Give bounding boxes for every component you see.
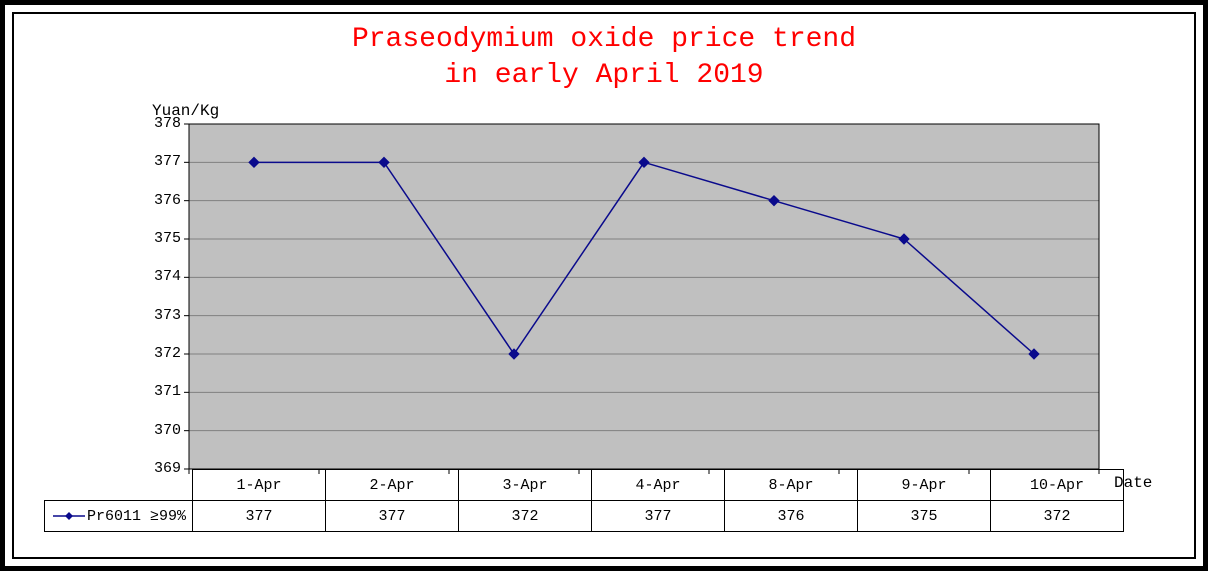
chart-inner-frame: Praseodymium oxide price trend in early … (12, 12, 1196, 559)
table-corner-blank (45, 470, 193, 501)
chart-title-line2: in early April 2019 (444, 60, 763, 91)
data-cell: 376 (725, 501, 858, 532)
category-header: 8-Apr (725, 470, 858, 501)
y-tick-label: 371 (131, 383, 181, 400)
category-header: 3-Apr (459, 470, 592, 501)
data-cell: 372 (459, 501, 592, 532)
chart-title: Praseodymium oxide price trend in early … (14, 22, 1194, 95)
y-tick-label: 373 (131, 307, 181, 324)
y-tick-label: 375 (131, 230, 181, 247)
chart-title-line1: Praseodymium oxide price trend (352, 24, 856, 55)
legend-cell: Pr6011 ≥99% (45, 501, 193, 532)
data-cell: 377 (592, 501, 725, 532)
category-header: 2-Apr (326, 470, 459, 501)
category-header: 10-Apr (991, 470, 1124, 501)
series-name-label: Pr6011 ≥99% (87, 508, 186, 525)
data-table: 1-Apr2-Apr3-Apr4-Apr8-Apr9-Apr10-Apr Pr60… (44, 469, 1124, 532)
data-cell: 377 (193, 501, 326, 532)
y-tick-label: 377 (131, 153, 181, 170)
y-tick-label: 372 (131, 345, 181, 362)
category-header: 9-Apr (858, 470, 991, 501)
chart-outer-frame: Praseodymium oxide price trend in early … (0, 0, 1208, 571)
data-cell: 372 (991, 501, 1124, 532)
y-tick-label: 378 (131, 115, 181, 132)
y-tick-label: 376 (131, 192, 181, 209)
y-tick-label: 374 (131, 268, 181, 285)
category-header: 4-Apr (592, 470, 725, 501)
y-tick-label: 370 (131, 422, 181, 439)
data-cell: 375 (858, 501, 991, 532)
chart-plot-area (189, 124, 1099, 469)
category-header: 1-Apr (193, 470, 326, 501)
data-cell: 377 (326, 501, 459, 532)
